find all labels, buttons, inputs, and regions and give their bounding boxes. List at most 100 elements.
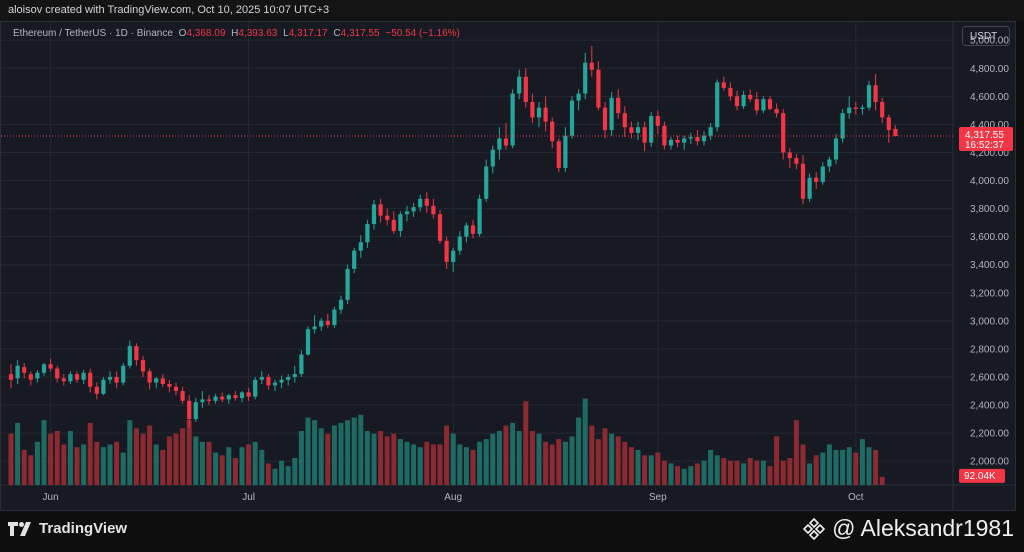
y-tick-label: 4,400.00 (970, 120, 1009, 131)
volume-bar (81, 444, 87, 485)
candle-body (840, 113, 845, 139)
volume-bar (642, 455, 648, 485)
candle (437, 210, 443, 244)
candle (312, 315, 317, 334)
y-tick-label: 3,800.00 (970, 204, 1009, 215)
candle (583, 52, 588, 100)
chart-panel[interactable]: 5,000.00 4,800.00 4,600.00 4,400.00 4,200.00… (0, 21, 1016, 511)
candle-body (774, 108, 779, 114)
y-tick-label: 2,400.00 (970, 401, 1009, 412)
volume-bar (67, 431, 73, 485)
candle-body (68, 374, 73, 382)
candle-body (550, 121, 555, 142)
candle-body (767, 99, 773, 109)
candle (649, 111, 654, 147)
candle (741, 90, 746, 109)
candle-body (233, 395, 238, 399)
top-bar: aloisov created with TradingView.com, Oc… (0, 0, 1024, 21)
candle-body (517, 76, 522, 94)
x-tick-label: Oct (848, 492, 864, 503)
candle (596, 61, 601, 111)
candlestick-chart[interactable]: 5,000.00 4,800.00 4,600.00 4,400.00 4,200.00… (1, 22, 1015, 510)
candle (147, 368, 152, 390)
volume-bar (272, 468, 278, 485)
volume-bar (516, 431, 522, 485)
volume-bar (378, 431, 384, 485)
candle-body (510, 93, 515, 146)
candle (121, 362, 126, 386)
candle (675, 135, 680, 147)
candle-body (187, 400, 192, 420)
candle (701, 131, 707, 146)
volume-bar (338, 422, 344, 485)
symbol-label[interactable]: Ethereum / TetherUS · 1D · Binance (13, 28, 173, 39)
candle-body (193, 402, 198, 420)
candle (305, 326, 311, 356)
candle (418, 194, 423, 212)
candle-body (272, 382, 278, 386)
candle (695, 130, 700, 146)
candle-body (418, 198, 423, 208)
candle-body (140, 360, 146, 372)
candle-body (860, 107, 865, 109)
candle-body (827, 159, 832, 167)
candle (550, 117, 555, 149)
candle (378, 198, 383, 223)
candle-body (556, 141, 561, 168)
volume-bar (153, 444, 159, 485)
candle-body (431, 205, 436, 215)
candle (48, 358, 53, 372)
candle (365, 219, 370, 248)
candle-body (853, 107, 858, 109)
tradingview-logo[interactable]: TradingView (8, 520, 127, 537)
currency-button[interactable]: USDT (962, 26, 1010, 46)
x-tick-label: Jun (43, 492, 59, 503)
volume-bar (668, 463, 674, 485)
volume-bar (595, 439, 601, 485)
candle (893, 125, 898, 137)
volume-label: 92.04K (964, 471, 996, 482)
candle-body (847, 107, 852, 114)
candle-body (213, 396, 218, 401)
volume-bar (576, 417, 582, 485)
candle (299, 350, 304, 377)
volume-bar (15, 422, 21, 485)
candle (319, 318, 324, 331)
volume-bar (364, 431, 370, 485)
volume-bar (312, 420, 318, 485)
volume-bar (807, 463, 813, 485)
candle (272, 379, 278, 391)
volume-bar (292, 458, 298, 485)
candle-body (635, 127, 641, 133)
candle-body (688, 137, 693, 139)
volume-bar (8, 433, 14, 485)
volume-bar (437, 444, 443, 485)
candle (180, 386, 185, 404)
candle (424, 191, 429, 213)
candle-body (299, 354, 304, 375)
candle (774, 103, 779, 118)
candle-body (88, 372, 93, 387)
volume-bar (727, 460, 733, 485)
volume-bar (226, 447, 232, 485)
candle (371, 200, 377, 230)
candle-body (833, 138, 839, 160)
candle-body (94, 386, 99, 394)
candle (352, 247, 357, 274)
candle-body (266, 376, 271, 386)
y-tick-label: 5,000.00 (970, 36, 1009, 47)
candle-body (721, 82, 726, 88)
y-tick-label: 4,200.00 (970, 148, 1009, 159)
volume-bar (232, 458, 238, 485)
candle (622, 106, 627, 138)
volume-bar (477, 441, 483, 485)
candle-body (345, 268, 350, 300)
x-tick-label: Aug (444, 492, 462, 503)
candle (332, 306, 337, 328)
candle-body (734, 96, 740, 107)
volume-bar (41, 420, 47, 485)
candle-body (741, 94, 746, 107)
candle (490, 145, 495, 174)
volume-bar (252, 441, 258, 485)
candle-body (147, 371, 152, 383)
